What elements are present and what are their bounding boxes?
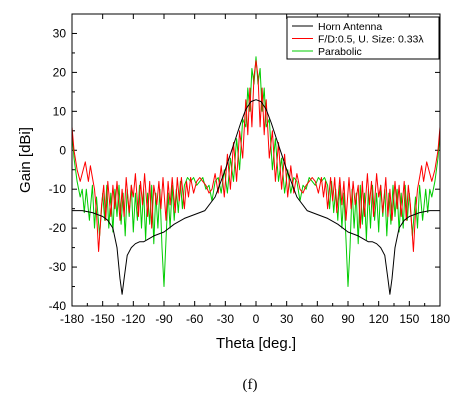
x-tick-label: 0 [253, 312, 260, 326]
x-tick-label: -90 [155, 312, 173, 326]
legend-label-1: F/D:0.5, U. Size: 0.33λ [318, 34, 424, 46]
legend-label-2: Parabolic [318, 46, 362, 58]
x-tick-label: -150 [91, 312, 115, 326]
x-tick-label: -30 [217, 312, 235, 326]
y-axis-ticks: -40 -30 -20 -10 0 10 20 30 [49, 26, 440, 313]
x-tick-label: 120 [369, 312, 389, 326]
figure-caption: (f) [243, 377, 258, 393]
y-axis-label: Gain [dBi] [17, 127, 34, 193]
y-tick-label: 30 [53, 26, 67, 40]
x-tick-label: -120 [121, 312, 145, 326]
y-tick-label: 20 [53, 65, 67, 79]
y-tick-label: -10 [49, 182, 67, 196]
x-tick-label: 90 [341, 312, 355, 326]
series-line-2 [71, 56, 441, 287]
x-tick-label: 60 [311, 312, 325, 326]
series-line-1 [71, 60, 441, 252]
x-tick-label: 180 [430, 312, 450, 326]
legend-label-0: Horn Antenna [318, 21, 382, 33]
series-line-0 [72, 99, 440, 295]
series-layer [71, 56, 441, 295]
y-tick-label: 0 [59, 143, 66, 157]
x-tick-label: -180 [60, 312, 84, 326]
x-tick-label: -60 [186, 312, 204, 326]
y-tick-label: -30 [49, 260, 67, 274]
x-tick-label: 150 [399, 312, 419, 326]
y-tick-label: 10 [53, 104, 67, 118]
x-axis-ticks: -180 -150 -120 -90 -60 -30 0 30 60 90 120 150 180 [60, 14, 450, 326]
plot-frame [71, 13, 441, 307]
x-tick-label: 30 [280, 312, 294, 326]
y-tick-label: -20 [49, 221, 67, 235]
x-axis-label: Theta [deg.] [216, 335, 296, 352]
y-tick-label: -40 [49, 299, 67, 313]
